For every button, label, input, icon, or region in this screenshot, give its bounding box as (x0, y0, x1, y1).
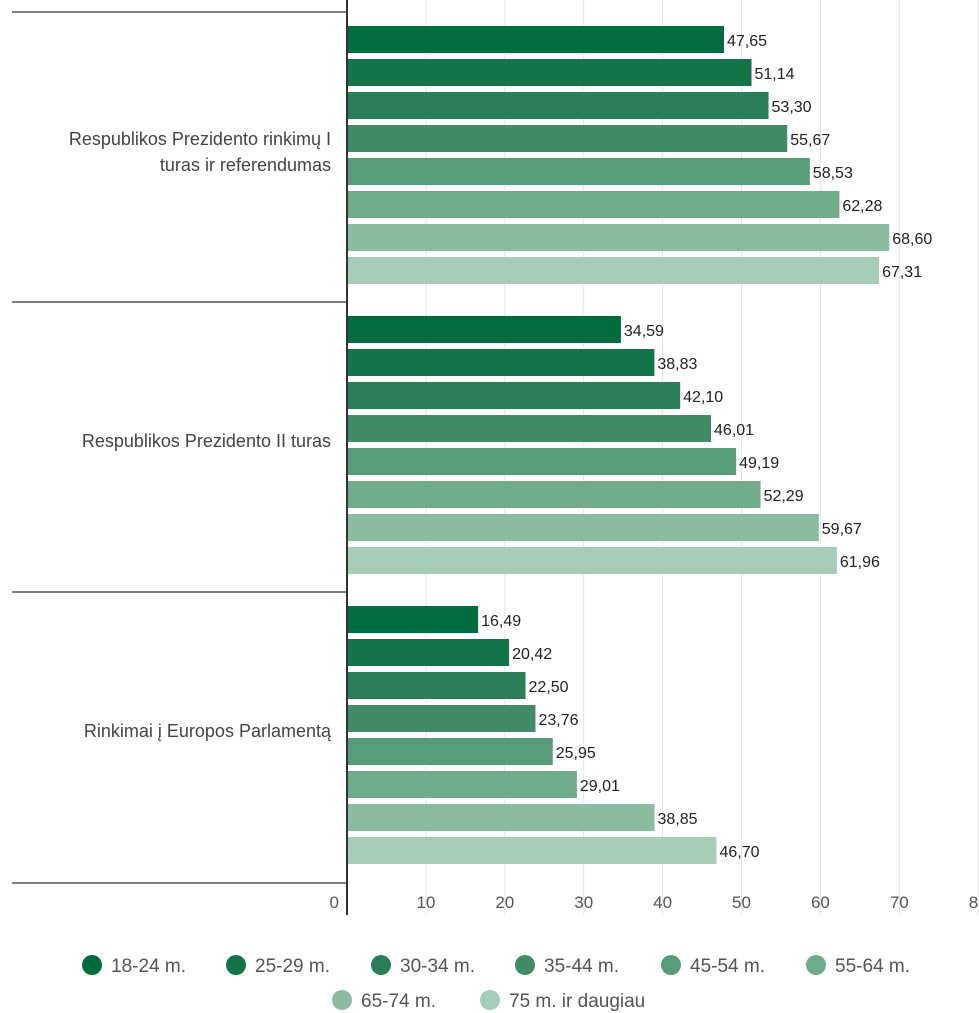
bar (348, 771, 577, 798)
legend-label: 55-64 m. (835, 956, 910, 977)
legend-label: 75 m. ir daugiau (509, 991, 645, 1012)
bar (348, 257, 880, 284)
bar (348, 316, 621, 343)
bar (348, 158, 810, 185)
data-label: 29,01 (580, 778, 620, 795)
data-label: 22,50 (529, 679, 569, 696)
legend-marker (806, 955, 826, 975)
legend-marker (480, 990, 500, 1010)
x-tick-label: 20 (495, 893, 514, 912)
legend: 18-24 m. 25-29 m. 30-34 m. 35-44 m. 45-54 m.… (82, 955, 910, 1012)
legend-marker (332, 990, 352, 1010)
bar (348, 191, 840, 218)
data-label: 55,67 (790, 132, 830, 149)
legend-label: 30-34 m. (400, 956, 475, 977)
data-label: 51,14 (754, 66, 794, 83)
legend-marker (515, 955, 535, 975)
data-label: 34,59 (624, 323, 664, 340)
data-label: 20,42 (512, 646, 552, 663)
data-label: 38,85 (658, 811, 698, 828)
bar (348, 705, 536, 732)
data-label: 42,10 (683, 389, 723, 406)
category-separators (12, 11, 347, 884)
legend-label: 35-44 m. (544, 956, 619, 977)
legend-label: 45-54 m. (690, 956, 765, 977)
bar (348, 672, 526, 699)
data-label: 58,53 (813, 165, 853, 182)
x-tick-label: 30 (574, 893, 593, 912)
bars (348, 26, 890, 864)
data-label: 49,19 (739, 455, 779, 472)
bar (348, 349, 655, 376)
bar (348, 639, 510, 666)
legend-label: 65-74 m. (361, 991, 436, 1012)
data-label: 47,65 (727, 33, 767, 50)
bar (348, 415, 712, 442)
data-label: 46,01 (714, 422, 754, 439)
value-labels: 47,65 51,14 53,30 55,67 58,53 62,28 68,60 67,31… (481, 33, 932, 861)
bar (348, 224, 890, 251)
category-label: Rinkimai į Europos Parlamentą (84, 721, 332, 741)
legend-label: 18-24 m. (111, 956, 186, 977)
legend-marker (661, 955, 681, 975)
data-label: 16,49 (481, 613, 521, 630)
bar (348, 804, 655, 831)
data-label: 67,31 (882, 264, 922, 281)
data-label: 38,83 (657, 356, 697, 373)
legend-marker (82, 955, 102, 975)
legend-label: 25-29 m. (255, 956, 330, 977)
category-label: Respublikos Prezidento II turas (82, 431, 331, 451)
data-label: 25,95 (556, 745, 596, 762)
data-label: 59,67 (822, 521, 862, 538)
data-label: 62,28 (842, 198, 882, 215)
bar (348, 125, 788, 152)
bar (348, 738, 553, 765)
bar (348, 837, 717, 864)
bar (348, 59, 752, 86)
bar (348, 514, 819, 541)
x-tick-label: 70 (890, 893, 909, 912)
data-label: 52,29 (764, 488, 804, 505)
data-label: 61,96 (840, 554, 880, 571)
bar (348, 92, 769, 119)
x-tick-label: 60 (811, 893, 830, 912)
bar (348, 382, 681, 409)
data-label: 23,76 (538, 712, 578, 729)
x-axis-tick-labels: 0 10 20 30 40 50 60 70 80 (330, 893, 979, 912)
bar (348, 547, 837, 574)
bar (348, 606, 479, 633)
data-label: 53,30 (772, 99, 812, 116)
x-tick-label: 0 (330, 893, 339, 912)
x-tick-label: 10 (416, 893, 435, 912)
legend-marker (226, 955, 246, 975)
bar (348, 481, 761, 508)
x-tick-label: 40 (653, 893, 672, 912)
data-label: 46,70 (719, 844, 759, 861)
x-tick-label: 80 (969, 893, 979, 912)
data-label: 68,60 (892, 231, 932, 248)
bar (348, 26, 724, 53)
bar (348, 448, 737, 475)
legend-marker (371, 955, 391, 975)
x-tick-label: 50 (732, 893, 751, 912)
